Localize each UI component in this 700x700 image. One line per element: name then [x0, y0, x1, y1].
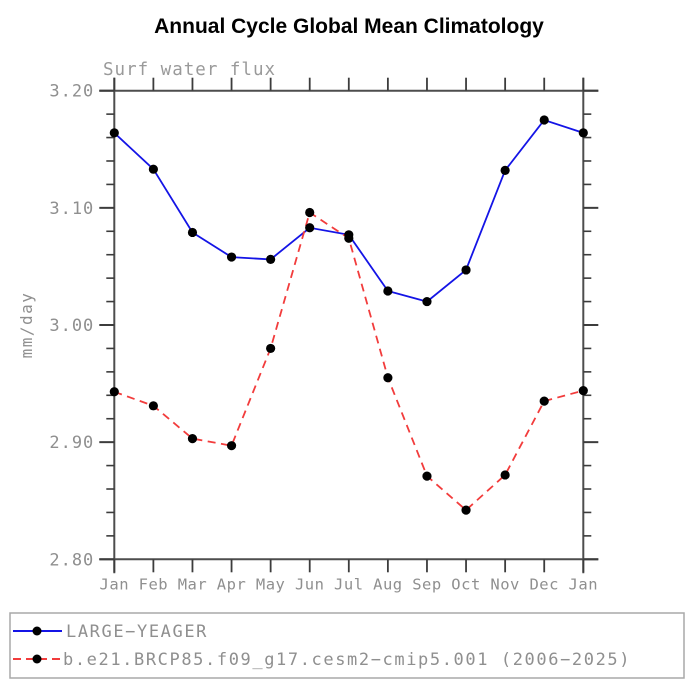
data-point-marker: [266, 254, 276, 264]
x-tick-label: Apr: [217, 575, 247, 593]
data-point-marker: [187, 434, 198, 444]
data-point-marker: [187, 227, 198, 238]
legend-marker-icon: [32, 654, 42, 664]
legend: LARGE−YEAGER b.e21.BRCP85.f09_g17.cesm2−…: [9, 612, 685, 679]
chart-subtitle: Surf water flux: [103, 60, 276, 80]
data-point-marker: [148, 401, 158, 411]
data-point-marker: [422, 471, 432, 481]
data-point-marker: [109, 387, 119, 397]
data-point-marker: [344, 233, 354, 243]
data-point-marker: [578, 128, 588, 138]
data-point-marker: [383, 373, 393, 383]
x-tick-label: Jan: [569, 575, 599, 593]
legend-marker-icon: [32, 626, 42, 636]
x-tick-label: Oct: [451, 575, 481, 593]
data-point-marker: [539, 115, 549, 125]
axes: [99, 77, 599, 574]
y-tick-label: 3.00: [49, 316, 94, 336]
x-tick-label: Aug: [373, 575, 403, 593]
x-tick-label: Jan: [100, 575, 130, 593]
data-point-marker: [305, 207, 315, 218]
data-point-marker: [383, 286, 393, 296]
x-tick-label: Mar: [178, 575, 208, 593]
x-tick-label: Nov: [490, 575, 520, 593]
legend-label: b.e21.BRCP85.f09_g17.cesm2−cmip5.001 (20…: [63, 650, 631, 670]
data-point-marker: [461, 505, 471, 515]
legend-box: [9, 612, 685, 679]
data-point-marker: [226, 441, 237, 451]
y-tick-labels: 2.80 2.90 3.00 3.10 3.20: [49, 82, 94, 571]
data-point-marker: [305, 223, 315, 233]
series-line-0: [113, 118, 584, 303]
data-point-marker: [422, 296, 432, 307]
y-tick-label: 2.80: [49, 550, 94, 570]
legend-label: LARGE−YEAGER: [66, 622, 208, 642]
data-point-marker: [148, 164, 158, 174]
y-axis-label: mm/day: [17, 292, 36, 359]
data-point-marker: [266, 343, 276, 354]
y-tick-label: 3.20: [49, 82, 94, 102]
chart-title: Annual Cycle Global Mean Climatology: [154, 15, 544, 38]
x-tick-label: May: [256, 575, 286, 593]
x-tick-label: Feb: [139, 575, 169, 593]
data-series: [109, 115, 588, 515]
series-line-1: [113, 211, 584, 512]
data-point-marker: [578, 386, 588, 396]
x-tick-label: Sep: [412, 575, 442, 593]
x-tick-label: Jul: [334, 575, 364, 593]
y-tick-label: 2.90: [49, 433, 94, 453]
data-point-marker: [500, 470, 510, 480]
legend-item-cesm-run: b.e21.BRCP85.f09_g17.cesm2−cmip5.001 (20…: [13, 650, 631, 670]
x-tick-label: Dec: [529, 575, 559, 593]
data-point-marker: [461, 265, 471, 275]
data-point-marker: [539, 396, 549, 406]
x-tick-labels: Jan Feb Mar Apr May Jun Jul Aug Sep Oct Nov Dec Jan: [100, 575, 599, 593]
data-point-marker: [226, 252, 237, 262]
legend-item-large-yeager: LARGE−YEAGER: [13, 622, 208, 642]
data-point-marker: [500, 165, 510, 175]
data-point-marker: [109, 128, 119, 138]
x-tick-label: Jun: [295, 575, 325, 593]
y-tick-label: 3.10: [49, 199, 94, 219]
